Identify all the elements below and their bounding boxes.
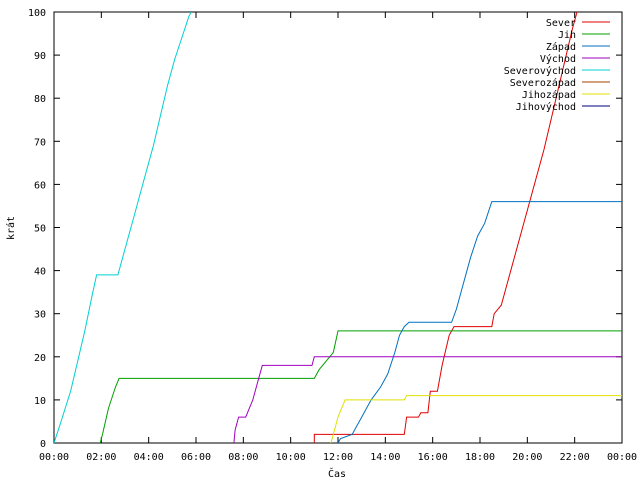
legend-label: Západ xyxy=(546,41,576,53)
legend-label: Jihovýchod xyxy=(516,101,576,113)
legend-label: Severovýchod xyxy=(504,65,576,77)
legend-label: Sever xyxy=(546,18,576,29)
y-tick-label: 40 xyxy=(34,267,46,278)
series-line-1 xyxy=(313,12,578,443)
y-tick-label: 80 xyxy=(34,94,46,105)
x-tick-label: 20:00 xyxy=(512,452,542,463)
x-tick-label: 18:00 xyxy=(465,452,495,463)
y-tick-label: 100 xyxy=(28,8,46,19)
x-tick-label: 10:00 xyxy=(276,452,306,463)
y-axis-label: krát xyxy=(5,216,17,240)
x-tick-label: 04:00 xyxy=(134,452,164,463)
x-axis-label: Čas xyxy=(328,467,346,480)
legend-label: Jih xyxy=(558,30,576,41)
x-tick-label: 02:00 xyxy=(86,452,116,463)
legend-label: Jihozápad xyxy=(522,89,576,101)
y-tick-label: 10 xyxy=(34,396,46,407)
x-tick-label: 22:00 xyxy=(560,452,590,463)
y-tick-label: 70 xyxy=(34,137,46,148)
series-line-5 xyxy=(54,12,192,443)
x-tick-label: 16:00 xyxy=(418,452,448,463)
x-tick-label: 06:00 xyxy=(181,452,211,463)
series-line-3 xyxy=(337,201,622,443)
series-line-4 xyxy=(233,356,622,443)
series-line-7 xyxy=(330,395,622,443)
y-tick-label: 50 xyxy=(34,224,46,235)
x-tick-label: 00:00 xyxy=(607,452,637,463)
legend-label: Východ xyxy=(540,53,576,65)
x-tick-label: 12:00 xyxy=(323,452,353,463)
x-tick-label: 08:00 xyxy=(228,452,258,463)
legend: SeverJihZápadVýchodSeverovýchodSeverozáp… xyxy=(504,18,610,113)
y-tick-label: 20 xyxy=(34,353,46,364)
legend-label: Severozápad xyxy=(510,77,576,89)
x-tick-label: 14:00 xyxy=(370,452,400,463)
y-tick-label: 90 xyxy=(34,51,46,62)
y-tick-label: 30 xyxy=(34,310,46,321)
series-line-2 xyxy=(99,330,622,443)
x-tick-label: 00:00 xyxy=(39,452,69,463)
y-tick-label: 0 xyxy=(40,439,46,450)
y-tick-label: 60 xyxy=(34,180,46,191)
